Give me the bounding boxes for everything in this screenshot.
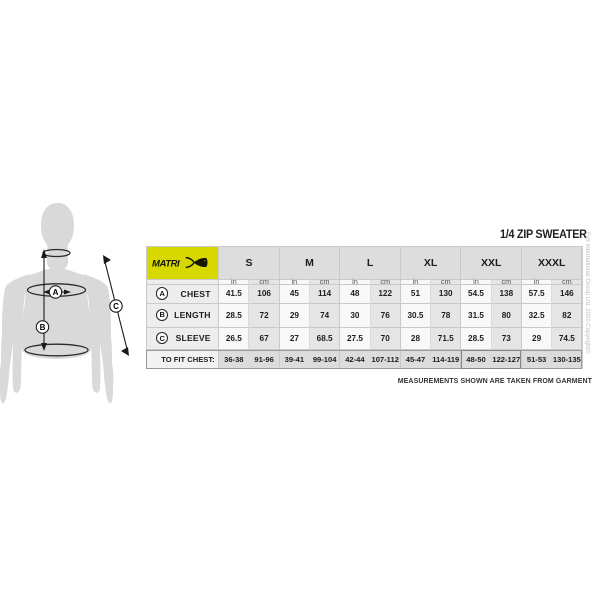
svg-text:MATRI: MATRI bbox=[152, 259, 180, 270]
svg-text:B: B bbox=[40, 323, 46, 332]
svg-text:C: C bbox=[113, 302, 119, 311]
svg-text:A: A bbox=[53, 288, 59, 297]
